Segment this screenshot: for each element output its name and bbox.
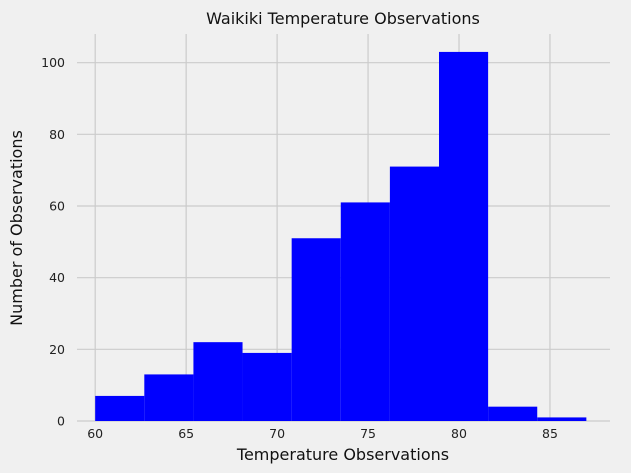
- y-tick-label: 20: [49, 342, 65, 357]
- y-tick-label: 80: [49, 127, 65, 142]
- x-tick-label: 85: [542, 426, 558, 441]
- x-tick-label: 75: [360, 426, 376, 441]
- y-axis-ticks: 0 20 40 60 80 100: [41, 55, 65, 428]
- x-axis-title: Temperature Observations: [236, 445, 449, 464]
- x-tick-label: 70: [269, 426, 285, 441]
- y-axis-title: Number of Observations: [7, 130, 26, 326]
- histogram-bar: [537, 417, 587, 421]
- histogram-bar: [242, 352, 292, 421]
- histogram-bar: [340, 202, 390, 421]
- y-tick-label: 60: [49, 199, 65, 214]
- histogram-bar: [488, 406, 538, 421]
- histogram-bar: [291, 238, 341, 421]
- y-tick-label: 100: [41, 55, 65, 70]
- histogram-bar: [439, 51, 489, 422]
- histogram-bar: [144, 374, 194, 421]
- histogram-bar: [193, 342, 243, 421]
- x-tick-label: 80: [451, 426, 467, 441]
- x-tick-label: 60: [87, 426, 103, 441]
- chart-title: Waikiki Temperature Observations: [206, 9, 480, 28]
- y-tick-label: 0: [57, 414, 65, 429]
- y-tick-label: 40: [49, 270, 65, 285]
- bars: [95, 51, 587, 422]
- histogram-bar: [95, 395, 145, 421]
- x-tick-label: 65: [178, 426, 194, 441]
- histogram-bar: [389, 166, 440, 421]
- x-axis-ticks: 60 65 70 75 80 85: [87, 426, 558, 441]
